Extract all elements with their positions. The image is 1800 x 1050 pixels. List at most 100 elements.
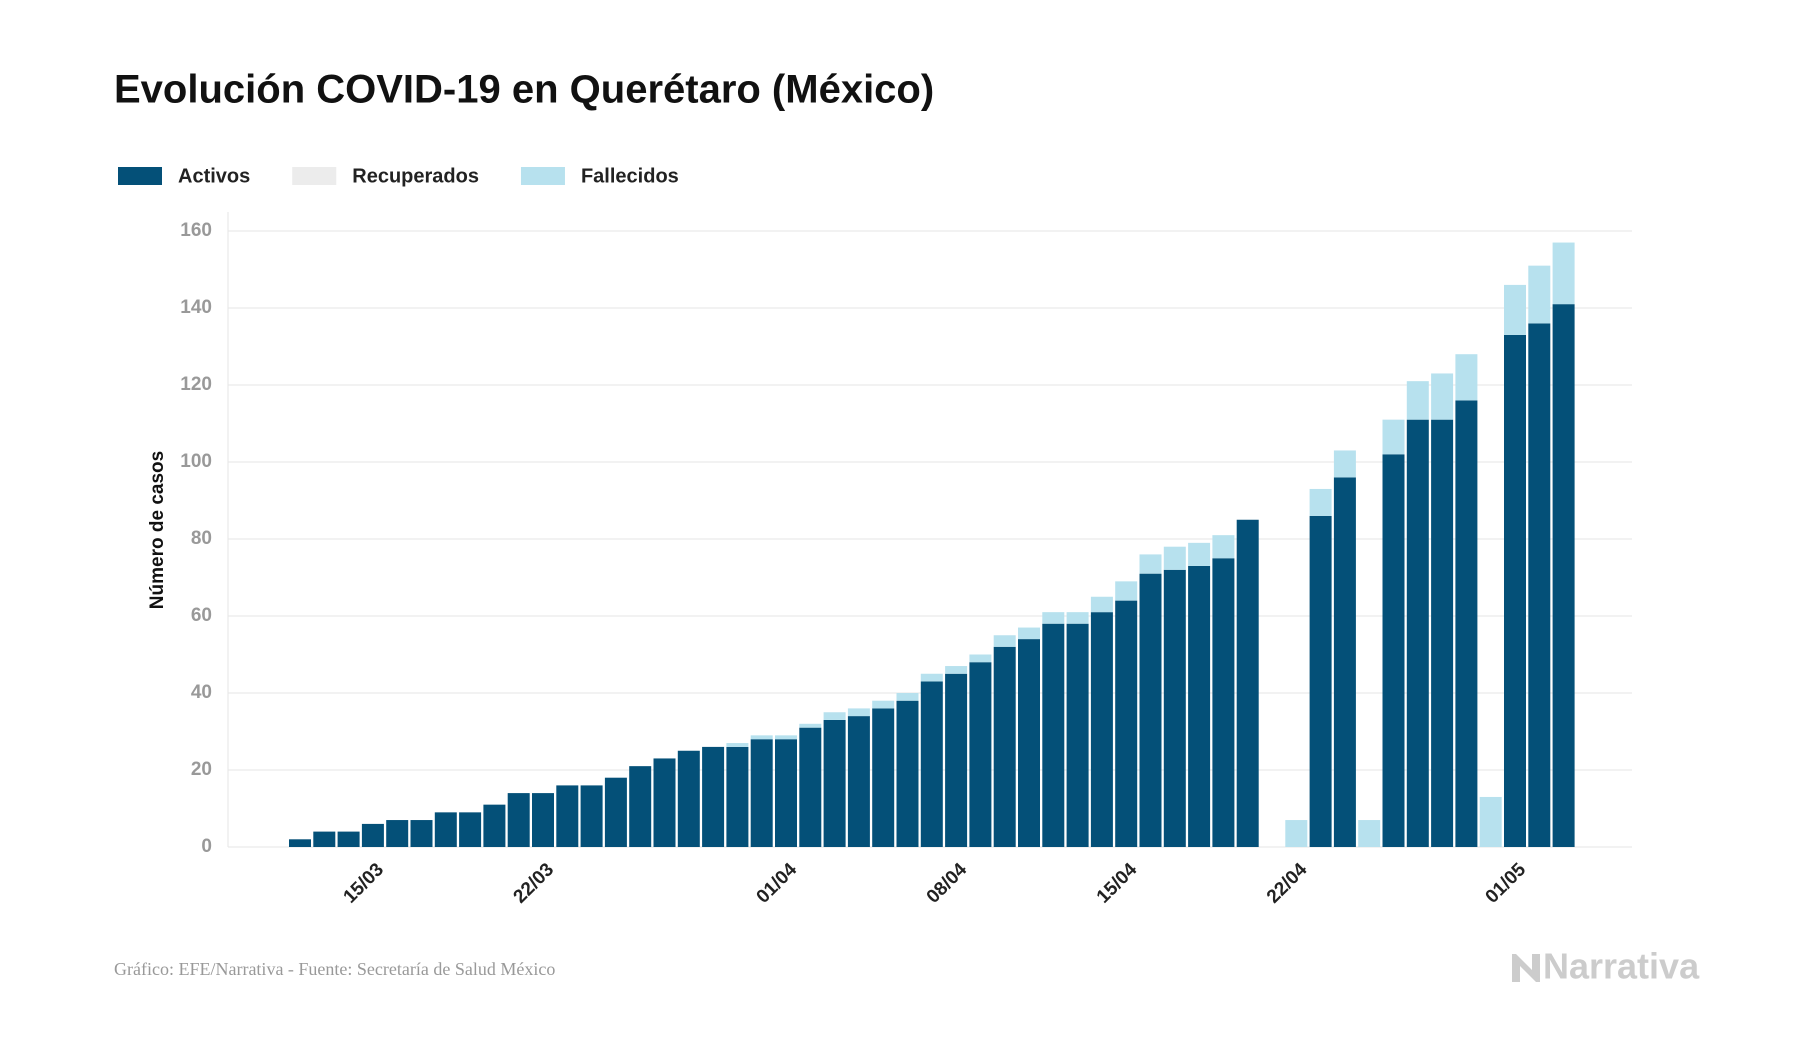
x-tick-label: 15/03 [340, 859, 388, 907]
legend-swatch [118, 167, 162, 185]
bar-segment [1115, 600, 1138, 847]
logo-text: Narrativa [1543, 946, 1700, 987]
bar-segment [1406, 419, 1429, 847]
bar-segment [1212, 535, 1235, 559]
bar-segment [993, 635, 1016, 647]
x-tick-label: 08/04 [923, 859, 972, 908]
bar-segment [726, 746, 749, 847]
y-tick-label: 140 [180, 297, 212, 318]
bar-segment [1139, 573, 1162, 847]
bar-segment [969, 662, 992, 847]
bar-segment [483, 804, 506, 847]
bar-segment [775, 735, 797, 740]
bar-segment [1309, 515, 1332, 847]
bar-segment [726, 743, 749, 747]
bar-segment [1139, 554, 1162, 574]
bar-segment [410, 820, 433, 847]
bar-segment [1066, 612, 1089, 624]
bar-segment [1552, 304, 1575, 847]
y-tick-label: 120 [180, 374, 212, 395]
bar-segment [1285, 820, 1308, 847]
bar-segment [337, 831, 360, 847]
x-tick-label: 22/03 [510, 859, 558, 907]
y-tick-label: 60 [191, 605, 212, 626]
bar-segment [1333, 450, 1356, 478]
x-tick-label: 15/04 [1093, 859, 1142, 908]
bar-segment [361, 823, 384, 847]
bar-segment [993, 646, 1016, 847]
bar-segment [507, 793, 530, 847]
bar-segment [799, 723, 822, 728]
bar-segment [1188, 565, 1211, 847]
bar-segment [1455, 354, 1478, 401]
bar-segment [313, 831, 336, 847]
bar-segment [1479, 796, 1502, 847]
legend-label: Fallecidos [581, 165, 679, 187]
x-tick-label: 22/04 [1263, 859, 1312, 908]
logo-icon [1512, 954, 1540, 982]
source-note: Gráfico: EFE/Narrativa - Fuente: Secreta… [114, 959, 555, 979]
y-tick-label: 40 [191, 682, 212, 703]
bar-segment [1333, 477, 1356, 847]
bar-segment [1455, 400, 1478, 847]
bar-segment [1382, 454, 1405, 847]
bar-segment [702, 746, 725, 847]
bar-segment [1212, 558, 1235, 847]
bar-segment [1528, 323, 1551, 847]
bar-segment [847, 708, 870, 717]
bar-segment [1504, 334, 1526, 847]
bar-segment [750, 739, 773, 847]
bar-segment [1504, 284, 1526, 335]
bar-segment [653, 758, 676, 847]
bar-segment [799, 727, 822, 847]
legend-swatch [292, 167, 337, 185]
bar-segment [920, 681, 943, 847]
bar-segment [823, 712, 846, 720]
x-tick-label: 01/04 [753, 859, 802, 908]
bar-segment [872, 700, 895, 709]
bar-segment [1042, 612, 1065, 624]
logo: Narrativa [1512, 946, 1700, 987]
bar-segment [1309, 488, 1332, 516]
bar-segment [1431, 373, 1454, 420]
bar-segment [532, 793, 554, 847]
x-tick-label: 01/05 [1482, 859, 1531, 908]
y-tick-label: 160 [180, 220, 212, 241]
bar-segment [1236, 519, 1259, 847]
bar-segment [580, 785, 603, 847]
bar-segment [1090, 596, 1113, 613]
bar-segment [629, 766, 652, 847]
bar-segment [945, 673, 968, 847]
bar-segment [1042, 623, 1065, 847]
bar-segment [872, 708, 895, 847]
bar-segment [1358, 820, 1381, 847]
bar-segment [969, 654, 992, 663]
bar-segment [823, 719, 846, 847]
bar-segment [434, 812, 457, 847]
bar-segment [847, 716, 870, 847]
bar-segment [1188, 542, 1211, 566]
bar-segment [896, 700, 919, 847]
bar-segment [1431, 419, 1454, 847]
legend-label: Activos [178, 165, 250, 187]
bar-segment [896, 693, 919, 701]
chart-title: Evolución COVID-19 en Querétaro (México) [114, 68, 934, 112]
legend-label: Recuperados [352, 165, 479, 187]
bar-segment [750, 735, 773, 740]
bar-segment [1066, 623, 1089, 847]
bar-segment [1018, 639, 1040, 847]
bar-segment [289, 839, 311, 847]
bar-segment [459, 812, 482, 847]
bar-segment [604, 777, 627, 847]
legend-swatch [520, 167, 565, 185]
y-tick-label: 20 [191, 759, 212, 780]
y-tick-label: 0 [201, 836, 212, 857]
bar-segment [1163, 569, 1186, 847]
bar-segment [1382, 419, 1405, 455]
bar-segment [920, 673, 943, 682]
y-axis-label: Número de casos [147, 451, 168, 609]
bar-segment [1090, 612, 1113, 847]
bar-segment [945, 666, 968, 674]
bar-segment [1552, 242, 1575, 305]
